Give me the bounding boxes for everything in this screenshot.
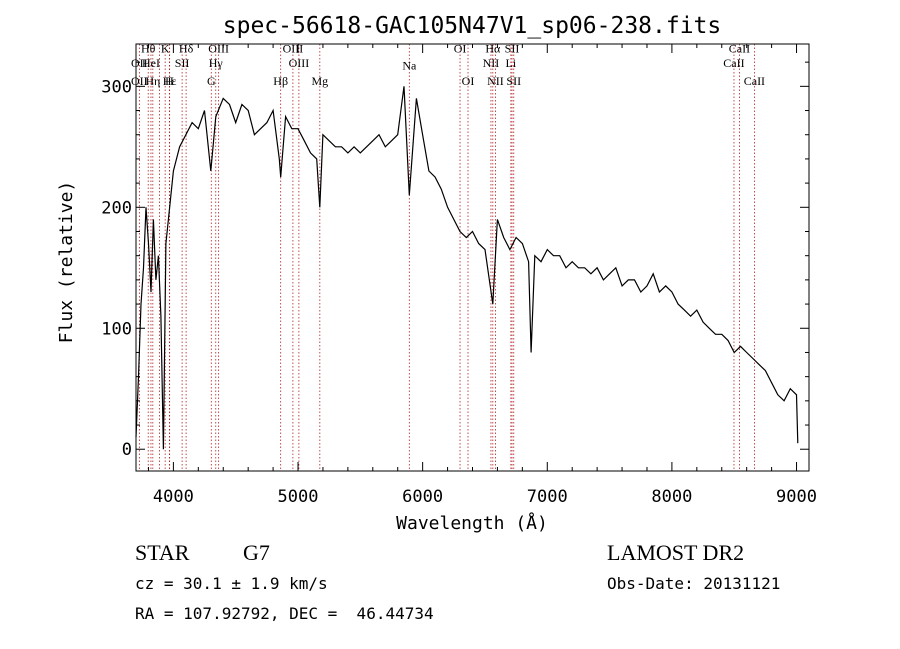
line-label: Hδ: [179, 41, 194, 55]
line-label: Hγ: [209, 56, 224, 70]
y-tick-label: 200: [101, 198, 132, 218]
spectrum-line: [135, 86, 799, 450]
line-label: Na: [402, 58, 417, 72]
y-tick-label: 0: [122, 440, 132, 460]
line-label: OII: [131, 74, 148, 88]
line-label: CaII: [729, 41, 750, 55]
plot-frame: [135, 43, 810, 472]
x-tick-label: 6000: [402, 487, 443, 507]
object-class: STAR: [135, 540, 190, 565]
x-tick-label: 4000: [153, 487, 194, 507]
line-label: NII: [487, 74, 504, 88]
x-axis-ticks: 4000 5000 6000 7000 8000 9000: [147, 44, 817, 507]
line-label: NII: [483, 56, 500, 70]
x-tick-label: 8000: [651, 487, 692, 507]
obs-date-text: Obs-Date: 20131121: [607, 574, 780, 593]
x-axis-label: Wavelength (Å): [396, 512, 548, 534]
line-label: OII: [131, 56, 148, 70]
line-label: G: [207, 74, 216, 88]
line-label: HeI: [142, 56, 160, 70]
line-label: Hη: [145, 74, 160, 88]
line-label: SII: [505, 41, 520, 55]
line-label: Hε: [163, 74, 177, 88]
coordinates-text: RA = 107.92792, DEC = 46.44734: [135, 604, 434, 623]
line-label: CaII: [744, 74, 765, 88]
line-label: H: [165, 74, 174, 88]
line-markers: [138, 44, 755, 471]
line-label: Mg: [311, 74, 328, 88]
y-tick-label: 100: [101, 319, 132, 339]
x-tick-label: 5000: [278, 487, 319, 507]
x-tick-label: 9000: [776, 487, 817, 507]
y-axis-label: Flux (relative): [56, 181, 77, 344]
line-label: CaII: [723, 56, 744, 70]
line-label: OIII: [289, 56, 310, 70]
chart-title: spec-56618-GAC105N47V1_sp06-238.fits: [223, 13, 722, 39]
redshift-text: cz = 30.1 ± 1.9 km/s: [135, 574, 328, 593]
line-label: OIII: [208, 41, 229, 55]
line-label: SII: [175, 56, 190, 70]
y-axis-ticks: 0 100 200 300: [101, 61, 809, 460]
line-label: Hβ: [273, 74, 288, 88]
line-label: Hθ: [141, 41, 156, 55]
y-tick-label: 300: [101, 77, 132, 97]
line-label: K: [161, 41, 170, 55]
data-release: LAMOST DR2: [607, 540, 744, 565]
line-label: OI: [454, 41, 467, 55]
line-label: Li: [506, 56, 517, 70]
line-label: OI: [462, 74, 475, 88]
object-subclass: G7: [243, 540, 270, 565]
x-tick-label: 7000: [527, 487, 568, 507]
line-label: SII: [506, 74, 521, 88]
